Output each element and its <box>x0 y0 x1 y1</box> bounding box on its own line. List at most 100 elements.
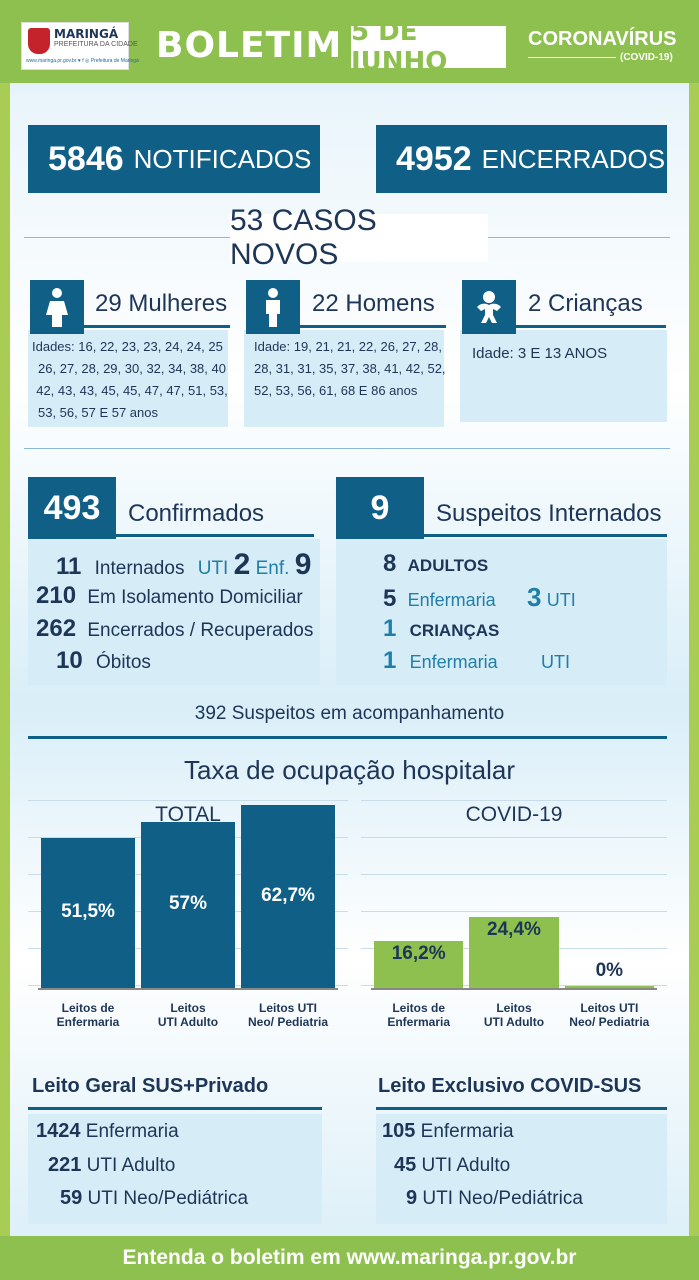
total-bar <box>141 821 235 988</box>
mulheres-underline <box>84 325 230 328</box>
homens-panel <box>244 330 444 427</box>
uti-label: UTI <box>197 558 229 579</box>
mulheres-ages-line: Idades: 16, 22, 23, 23, 24, 24, 25 <box>32 339 223 354</box>
covid-bar-label: 16,2% <box>391 942 446 964</box>
leito-covid-count: 105 <box>382 1120 416 1142</box>
encerrados-count: 4952 <box>396 139 472 178</box>
adultos-label: ADULTOS <box>407 556 489 575</box>
leito-covid-count: 9 <box>406 1187 418 1209</box>
covid-gridline <box>361 911 667 912</box>
internados-row: 11 Internados UTI 2 Enf. 9 <box>56 548 311 582</box>
leito-geral-label: UTI Neo/Pediátrica <box>87 1188 249 1209</box>
logo-subtitle: PREFEITURA DA CIDADE <box>54 41 138 48</box>
leito-covid-panel <box>376 1114 667 1224</box>
leito-covid-row: 45 UTI Adulto <box>394 1154 510 1177</box>
city-logo: MARINGÁ PREFEITURA DA CIDADE www.maringa… <box>21 22 139 70</box>
total-bar <box>241 805 335 988</box>
leito-geral-title: Leito Geral SUS+Privado <box>32 1075 269 1097</box>
uti-count: 2 <box>233 548 251 581</box>
adultos-row: 8 ADULTOS <box>383 550 488 578</box>
casos-novos-heading: 53 CASOS NOVOS <box>230 204 488 271</box>
covid-x-axis <box>371 988 657 990</box>
leito-geral-count: 59 <box>60 1187 83 1209</box>
criancas-row: 1 CRIANÇAS <box>383 615 499 643</box>
total-x-tick-label: Leitos de Enfermaria <box>56 1001 120 1029</box>
homens-ages-line: 52, 53, 56, 61, 68 E 86 anos <box>254 383 418 398</box>
criancas-label: CRIANÇAS <box>409 621 500 640</box>
covid-gridline <box>361 874 667 875</box>
female-icon <box>30 280 84 334</box>
notificados-box: 5846 NOTIFICADOS <box>28 125 320 193</box>
criancas-enf-label: Enfermaria <box>409 652 498 672</box>
criancas-underline <box>516 325 666 328</box>
leito-geral-label: Enfermaria <box>85 1121 179 1142</box>
encerrados-box: 4952 ENCERRADOS <box>376 125 667 193</box>
footer-link[interactable]: Entenda o boletim em www.maringa.pr.gov.… <box>0 1236 699 1280</box>
criancas-count: 1 <box>383 615 397 642</box>
section-divider <box>24 448 670 449</box>
leito-covid-row: 105 Enfermaria <box>382 1120 514 1143</box>
covid-x-tick-label: Leitos UTI Adulto <box>483 1001 545 1029</box>
bulletin-date: 5 DE JUNHO <box>351 17 506 77</box>
adultos-enf-count: 5 <box>383 585 397 612</box>
adultos-count: 8 <box>383 550 397 577</box>
topic-divider <box>528 57 616 58</box>
baby-icon <box>462 280 516 334</box>
adultos-uti-count: 3 <box>526 582 542 612</box>
total-chart-title: TOTAL <box>155 803 221 826</box>
leito-geral-row: 59 UTI Neo/Pediátrica <box>60 1187 248 1210</box>
logo-footer: www.maringa.pr.gov.br ♥ f ◎ Prefeitura d… <box>26 58 139 64</box>
notificados-label: NOTIFICADOS <box>133 143 312 174</box>
leito-geral-row: 221 UTI Adulto <box>48 1154 175 1177</box>
covid-bar-label: 24,4% <box>487 918 541 940</box>
isolamento-label: Em Isolamento Domiciliar <box>87 587 303 608</box>
confirmados-panel <box>28 539 320 685</box>
total-x-tick-label: Leitos UTI Neo/ Pediatria <box>247 1001 329 1029</box>
internados-count: 11 <box>56 553 82 580</box>
acompanhamento-text: 392 Suspeitos em acompanhamento <box>194 703 505 724</box>
leito-geral-count: 221 <box>48 1154 82 1176</box>
leito-geral-count: 1424 <box>36 1120 81 1142</box>
leito-covid-underline <box>376 1107 667 1110</box>
suspeitos-panel <box>336 539 667 685</box>
leito-covid-label: Enfermaria <box>420 1121 514 1142</box>
homens-ages: Idade: 19, 21, 21, 22, 26, 27, 28, 28, 3… <box>254 336 450 402</box>
suspeitos-label: Suspeitos Internados <box>436 500 662 527</box>
ocupacao-title: Taxa de ocupação hospitalar <box>183 755 515 785</box>
adultos-enf-label: Enfermaria <box>407 590 496 610</box>
criancas-uti-label: UTI <box>540 652 570 672</box>
criancas-enf-count: 1 <box>383 647 397 674</box>
total-x-tick-label: Leitos UTI Adulto <box>157 1001 219 1029</box>
total-x-axis <box>38 988 338 990</box>
leito-covid-row: 9 UTI Neo/Pediátrica <box>406 1187 583 1210</box>
mulheres-panel <box>28 330 228 427</box>
covid-bar <box>564 986 654 988</box>
confirmados-count: 493 <box>28 477 116 539</box>
mulheres-title: 29 Mulheres <box>95 290 228 317</box>
recuperados-label: Encerrados / Recuperados <box>87 620 314 641</box>
adultos-uti-label: UTI <box>546 590 576 610</box>
confirmados-underline <box>116 534 314 537</box>
total-bar-label: 51,5% <box>61 900 115 922</box>
obitos-count: 10 <box>56 647 83 674</box>
confirmados-label: Confirmados <box>128 500 265 527</box>
adultos-detail-row: 5 Enfermaria 3 UTI <box>383 582 576 613</box>
criancas-detail-row: 1 Enfermaria UTI <box>383 647 570 675</box>
topic-subtitle: (COVID-19) <box>620 52 673 63</box>
obitos-label: Óbitos <box>95 652 151 673</box>
logo-name: MARINGÁ <box>54 27 119 41</box>
homens-title: 22 Homens <box>312 290 435 317</box>
total-bar-label: 57% <box>168 892 208 914</box>
homens-ages-line: Idade: 19, 21, 21, 22, 26, 27, 28, <box>254 339 442 354</box>
homens-underline <box>300 325 446 328</box>
recuperados-count: 262 <box>36 615 77 642</box>
leito-geral-underline <box>28 1107 322 1110</box>
covid-gridline <box>361 800 667 801</box>
mulheres-ages-line: 42, 43, 43, 45, 45, 47, 47, 51, 53, <box>36 383 228 398</box>
mulheres-ages: Idades: 16, 22, 23, 23, 24, 24, 25 26, 2… <box>32 336 232 424</box>
leito-covid-label: UTI Neo/Pediátrica <box>422 1188 583 1209</box>
covid-gridline <box>361 837 667 838</box>
suspeitos-underline <box>424 534 667 537</box>
covid-bar-label: 0% <box>595 960 624 981</box>
homens-ages-line: 28, 31, 31, 35, 37, 38, 41, 42, 52, <box>254 361 446 376</box>
